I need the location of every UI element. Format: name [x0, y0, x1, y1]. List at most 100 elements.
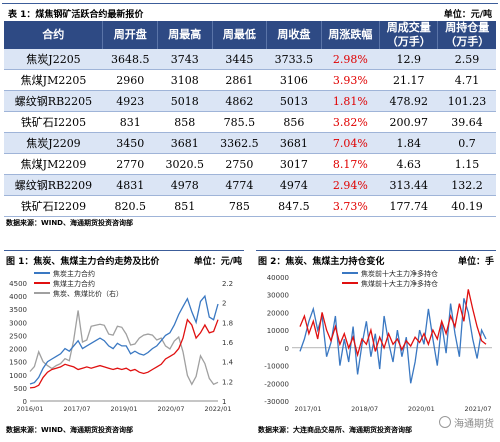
- cell-open: 3450: [102, 132, 158, 154]
- chart1-y-left-tick: 3500: [9, 306, 27, 314]
- chart1-y-left-tick: 3000: [9, 319, 27, 327]
- cell-low: 4862: [212, 90, 267, 112]
- chart2-y-tick: 10000: [267, 327, 289, 335]
- cell-open: 4923: [102, 90, 158, 112]
- table-row: 焦炭J2209 3450 3681 3362.5 3681 7.04% 1.84 0.7: [4, 132, 496, 154]
- cell-vol: 4.63: [379, 153, 438, 175]
- chart1-title: 图 1：焦炭、焦煤主力合约走势及比价: [6, 257, 160, 267]
- chart1-x-tick: 2017/07: [63, 405, 90, 413]
- cell-high: 3743: [157, 49, 213, 70]
- col-oi: 周持仓量 （万手）: [437, 21, 496, 49]
- chart1-x-tick: 2016/01: [16, 405, 43, 413]
- cell-high: 858: [157, 111, 213, 133]
- cell-close: 3106: [266, 69, 322, 91]
- chart1-y-left-tick: 1500: [9, 359, 27, 367]
- cell-low: 3362.5: [212, 132, 267, 154]
- chart2-x-tick: 2018/07: [351, 405, 378, 413]
- cell-oi: 1.15: [437, 153, 496, 175]
- cell-close: 5013: [266, 90, 322, 112]
- cell-oi: 101.23: [437, 90, 496, 112]
- watermark: 海通期货: [438, 415, 494, 430]
- cell-chg: 2.98%: [321, 49, 380, 70]
- col-contract: 合约: [4, 21, 104, 49]
- table-row: 铁矿石I2209 820.5 851 785 847.5 3.73% 177.74 40.19: [4, 195, 496, 217]
- chart1-y-right-tick: 1.4: [222, 359, 234, 367]
- chart2-y-tick: -20000: [264, 380, 289, 388]
- watermark-text: 海通期货: [454, 419, 494, 430]
- cell-oi: 4.71: [437, 69, 496, 91]
- chart1-y-right-tick: 2: [222, 300, 226, 308]
- cell-vol: 313.44: [379, 174, 438, 196]
- col-close: 周收盘: [266, 21, 322, 49]
- chart2-legend-label: 焦煤前十大主力净多持仓: [361, 279, 438, 288]
- cell-low: 2750: [212, 153, 267, 175]
- col-open: 周开盘: [102, 21, 159, 49]
- cell-vol: 12.9: [379, 49, 438, 70]
- chart1-y-right-tick: 1.8: [222, 319, 233, 327]
- cell-contract: 焦炭J2205: [4, 49, 103, 70]
- cell-vol: 177.74: [379, 195, 438, 217]
- chart1-series-line: [29, 318, 219, 389]
- chart1-y-left-tick: 4000: [9, 293, 27, 301]
- cell-open: 2960: [102, 69, 158, 91]
- table-header: 表 1：煤焦钢矿活跃合约最新报价 单位：元/吨: [2, 3, 498, 21]
- cell-low: 3445: [212, 49, 267, 70]
- col-vol-label: 周成交量 （万手）: [386, 21, 431, 48]
- chart2-series-line: [299, 289, 487, 358]
- cell-contract: 焦煤JM2205: [4, 69, 103, 91]
- chart1-y-left-tick: 4500: [9, 280, 27, 288]
- table-row: 焦煤JM2205 2960 3108 2861 3106 3.93% 21.17 4.71: [4, 69, 496, 91]
- chart2-title: 图 2：焦炭、焦煤主力持仓变化: [258, 257, 385, 267]
- chart2-x-tick: 2021/07: [464, 405, 491, 413]
- col-oi-label: 周持仓量 （万手）: [445, 21, 490, 48]
- cell-chg: 7.04%: [321, 132, 380, 154]
- chart1-y-right-tick: 1.6: [222, 339, 234, 347]
- chart1-x-tick: 2022/01: [204, 405, 231, 413]
- table-row: 螺纹钢RB2205 4923 5018 4862 5013 1.81% 478.92 101.…: [4, 90, 496, 112]
- cell-low: 785.5: [212, 111, 267, 133]
- cell-oi: 39.64: [437, 111, 496, 133]
- cell-close: 856: [266, 111, 322, 133]
- cell-low: 785: [212, 195, 267, 217]
- chart2-y-tick: -30000: [264, 398, 289, 406]
- chart2-y-tick: -10000: [264, 363, 289, 371]
- table-row: 焦煤JM2209 2770 3020.5 2750 3017 8.17% 4.63 1.15: [4, 153, 496, 175]
- cell-vol: 1.84: [379, 132, 438, 154]
- cell-oi: 40.19: [437, 195, 496, 217]
- table-title: 表 1：煤焦钢矿活跃合约最新报价: [8, 10, 144, 20]
- chart1: 0 500 1000 1500 2000 2500 3000 3500 4000 4500 1 1.2…: [9, 269, 234, 413]
- chart2-y-tick: 40000: [267, 274, 289, 282]
- table-row: 铁矿石I2205 831 858 785.5 856 3.82% 200.97 39.64: [4, 111, 496, 133]
- cell-chg: 3.73%: [321, 195, 380, 217]
- chart1-y-left-tick: 1000: [9, 372, 27, 380]
- cell-high: 4978: [157, 174, 213, 196]
- cell-low: 2861: [212, 69, 267, 91]
- chart2-header: 图 2：焦炭、焦煤主力持仓变化 单位：手: [256, 250, 496, 267]
- chart1-series-line: [29, 310, 219, 386]
- col-low: 周最低: [212, 21, 268, 49]
- chart1-legend-label: 焦炭、焦煤比价（右）: [53, 289, 123, 298]
- cell-chg: 2.94%: [321, 174, 380, 196]
- table-unit: 单位：元/吨: [443, 10, 492, 20]
- table-body: 焦炭J2205 3648.5 3743 3445 3733.5 2.98% 12.9 2.59…: [4, 49, 496, 217]
- chart2-y-tick: 30000: [267, 292, 289, 300]
- cell-vol: 21.17: [379, 69, 438, 91]
- cell-contract: 螺纹钢RB2205: [4, 90, 103, 112]
- chart1-x-tick: 2020/07: [157, 405, 184, 413]
- cell-high: 3108: [157, 69, 213, 91]
- chart1-y-right-tick: 1: [222, 398, 226, 406]
- cell-vol: 200.97: [379, 111, 438, 133]
- table-row: 焦炭J2205 3648.5 3743 3445 3733.5 2.98% 12.9 2.59: [4, 49, 496, 70]
- cell-oi: 0.7: [437, 132, 496, 154]
- chart1-series-line: [29, 294, 219, 385]
- chart2-y-tick: 0: [285, 345, 289, 353]
- chart1-y-left-tick: 2000: [9, 346, 27, 354]
- chart1-unit: 单位：元/吨: [193, 257, 242, 267]
- cell-chg: 8.17%: [321, 153, 380, 175]
- col-vol: 周成交量 （万手）: [379, 21, 439, 49]
- cell-close: 847.5: [266, 195, 322, 217]
- chart1-legend-label: 焦炭主力合约: [53, 269, 95, 278]
- quote-table: 合约 周开盘 周最高 周最低 周收盘 周涨跌幅 周成交量 （万手） 周持仓量 （…: [4, 21, 496, 217]
- cell-contract: 焦炭J2209: [4, 132, 103, 154]
- cell-contract: 螺纹钢RB2209: [4, 174, 103, 196]
